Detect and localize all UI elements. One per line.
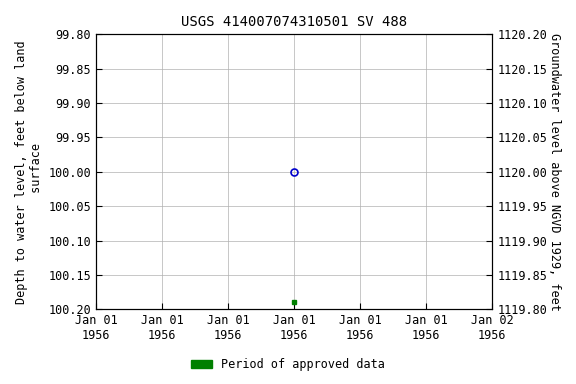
Title: USGS 414007074310501 SV 488: USGS 414007074310501 SV 488 (181, 15, 407, 29)
Y-axis label: Depth to water level, feet below land
 surface: Depth to water level, feet below land su… (15, 40, 43, 304)
Y-axis label: Groundwater level above NGVD 1929, feet: Groundwater level above NGVD 1929, feet (548, 33, 561, 311)
Legend: Period of approved data: Period of approved data (186, 354, 390, 376)
